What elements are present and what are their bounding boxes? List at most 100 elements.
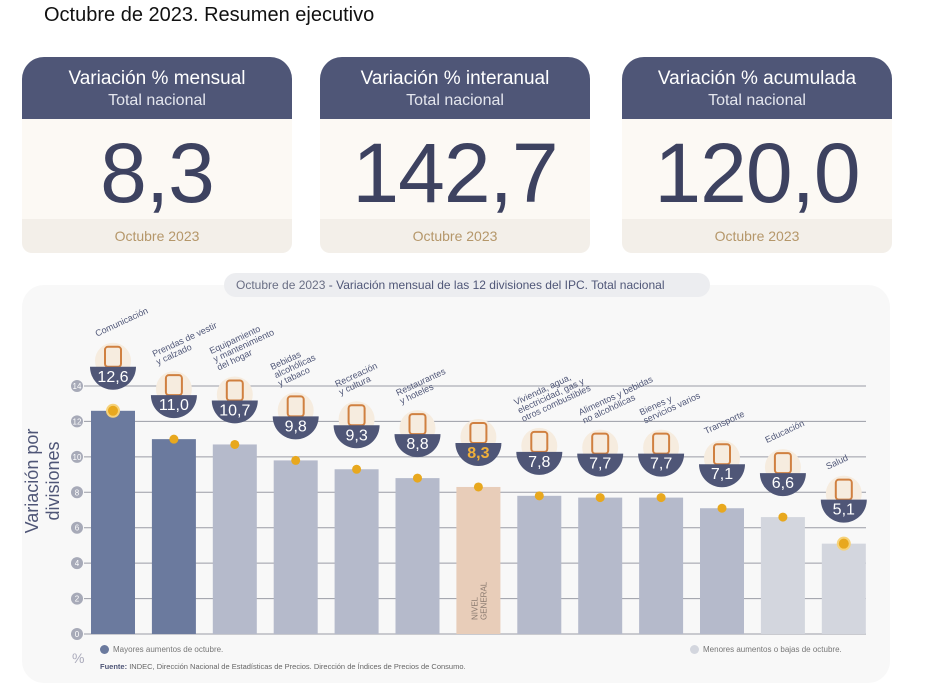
bar <box>456 486 501 634</box>
bar-dot <box>413 473 422 483</box>
bar-dot <box>778 512 788 522</box>
legend-label: Mayores aumentos de octubre. <box>113 645 224 654</box>
category-label: Prendas de vestiry calzado <box>151 320 223 367</box>
bar <box>578 497 623 634</box>
category-label: Transporte <box>703 409 746 436</box>
card-title: Variación % mensual <box>68 68 246 89</box>
bar-dot <box>836 536 851 551</box>
card-value: 8,3 <box>22 119 292 220</box>
bar <box>700 508 744 634</box>
category-label: Recreacióny cultura <box>333 361 382 397</box>
y-tick-marker <box>71 628 83 640</box>
y-tick-label: 2 <box>75 595 80 604</box>
category-label: Salud <box>824 453 849 472</box>
bar-dot <box>291 455 301 465</box>
bar-dot <box>717 503 727 513</box>
data-label: 10,7 <box>219 402 250 419</box>
y-tick-marker <box>71 521 83 534</box>
value-badge <box>699 464 745 488</box>
category-label: Bienes yservicios varios <box>638 382 702 425</box>
bar-dot <box>656 493 666 503</box>
data-label: 5,1 <box>833 502 855 519</box>
card-monthly: Variación % mensual Total nacional 8,3 Oc… <box>22 57 292 253</box>
source-label: Fuente: <box>100 662 128 671</box>
card-title: Variación % interanual <box>360 68 550 89</box>
bar <box>821 543 866 634</box>
data-label: 7,7 <box>650 456 672 473</box>
general-level-label: NIVELGENERAL <box>470 581 488 620</box>
data-label: 6,6 <box>772 475 794 492</box>
value-badge <box>577 453 624 477</box>
data-label: 8,3 <box>467 445 489 462</box>
data-label: 12,6 <box>97 369 128 386</box>
legend-label: Menores aumentos o bajas de octubre. <box>703 645 842 654</box>
bar <box>212 444 257 634</box>
bar-dot <box>230 439 240 449</box>
value-badge <box>150 395 197 419</box>
value-badge <box>455 442 502 466</box>
data-label: 8,8 <box>406 436 428 453</box>
bar-dot <box>352 464 362 474</box>
y-tick-marker <box>71 380 83 392</box>
category-label: Bebidasalcohólicasy tabaco <box>269 344 322 388</box>
value-badge <box>394 434 441 458</box>
card-value: 120,0 <box>622 119 892 220</box>
bar-dot <box>595 493 605 503</box>
card-period: Octubre 2023 <box>320 219 590 253</box>
y-tick-marker <box>71 450 83 463</box>
card-period: Octubre 2023 <box>622 219 892 253</box>
value-badge <box>333 425 380 449</box>
value-badge <box>272 416 319 440</box>
card-accumulated: Variación % acumulada Total nacional 120,… <box>622 57 892 253</box>
card-value: 142,7 <box>320 119 590 220</box>
chart-title-text: - Variación mensual de las 12 divisiones… <box>328 278 665 292</box>
y-tick-label: 14 <box>73 382 82 391</box>
value-badge <box>820 499 867 523</box>
bar <box>395 478 440 634</box>
card-yearly: Variación % interanual Total nacional 142… <box>320 57 590 253</box>
y-tick-label: 10 <box>73 453 82 462</box>
data-label: 7,8 <box>528 454 550 471</box>
y-tick-marker <box>71 415 83 428</box>
card-title: Variación % acumulada <box>657 68 857 89</box>
source-text: INDEC, Dirección Nacional de Estadística… <box>129 662 466 671</box>
y-tick-label: 8 <box>75 488 80 497</box>
value-badge <box>211 400 258 424</box>
bar <box>91 410 135 634</box>
card-subtitle: Total nacional <box>108 92 206 109</box>
y-tick-label: 12 <box>73 417 82 426</box>
value-badge <box>90 366 136 390</box>
legend-swatch <box>100 645 109 654</box>
data-label: 9,3 <box>345 427 367 444</box>
y-tick-label: 4 <box>75 559 80 568</box>
bar <box>151 439 196 634</box>
bar-dot <box>106 403 120 418</box>
y-tick-label: 6 <box>75 524 80 533</box>
value-badge <box>516 451 563 475</box>
data-label: 9,8 <box>285 418 307 435</box>
bar <box>273 460 318 634</box>
chart-title-date: Octubre de 2023 <box>236 278 326 292</box>
data-label: 7,1 <box>711 466 733 483</box>
y-tick-marker <box>71 557 83 570</box>
bar <box>760 517 805 634</box>
category-label: Educación <box>764 418 806 445</box>
value-badge <box>759 473 806 497</box>
legend-low: Menores aumentos o bajas de octubre. <box>690 645 842 654</box>
data-label: 11,0 <box>159 397 189 414</box>
category-label: Comunicación <box>94 305 150 338</box>
page-title: Octubre de 2023. Resumen ejecutivo <box>44 4 375 26</box>
source-note: Fuente: INDEC, Dirección Nacional de Est… <box>100 662 466 671</box>
card-subtitle: Total nacional <box>708 92 806 109</box>
y-tick-marker <box>71 486 83 499</box>
card-period: Octubre 2023 <box>22 219 292 253</box>
chart-title: Octubre de 2023 - Variación mensual de l… <box>224 273 710 297</box>
y-unit: % <box>72 650 85 666</box>
legend-high: Mayores aumentos de octubre. <box>100 645 223 654</box>
bar <box>517 495 562 634</box>
data-label: 7,7 <box>589 456 611 473</box>
bar-dot <box>473 482 483 492</box>
bar-dot <box>169 434 179 444</box>
bar <box>334 469 379 634</box>
